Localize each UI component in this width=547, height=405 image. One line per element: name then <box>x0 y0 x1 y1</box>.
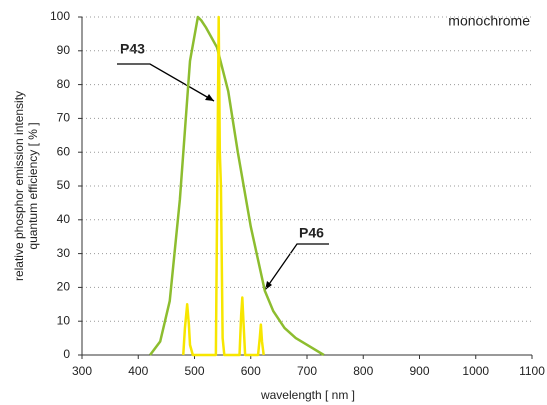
x-tick-label: 900 <box>409 364 429 378</box>
arrow <box>117 63 215 102</box>
y-tick-label: 50 <box>57 178 71 192</box>
x-tick-label: 500 <box>184 364 204 378</box>
x-tick-label: 800 <box>353 364 373 378</box>
series-line <box>182 15 265 357</box>
y-tick-label: 90 <box>57 43 71 57</box>
x-axis-label: wavelength [ nm ] <box>260 388 355 402</box>
x-tick-label: 1000 <box>462 364 489 378</box>
y-tick-label: 60 <box>57 144 71 158</box>
x-tick-label: 300 <box>72 364 92 378</box>
x-tick-label: 400 <box>128 364 148 378</box>
y-tick-label: 70 <box>57 111 71 125</box>
annotation: P43 <box>120 41 145 57</box>
y-tick-label: 80 <box>57 77 71 91</box>
x-tick-label: 1100 <box>519 364 545 378</box>
y-axis-label: quantum efficiency [ % ] <box>26 122 40 249</box>
x-tick-label: 700 <box>297 364 317 378</box>
annotation: P46 <box>299 225 324 241</box>
arrowhead <box>205 94 214 101</box>
y-tick-label: 100 <box>50 9 70 23</box>
arrow <box>264 243 329 291</box>
y-tick-label: 30 <box>57 246 71 260</box>
y-tick-label: 0 <box>63 347 70 361</box>
x-tick-label: 600 <box>241 364 261 378</box>
y-tick-label: 40 <box>57 212 71 226</box>
series-line <box>149 15 325 357</box>
y-tick-label: 10 <box>57 313 71 327</box>
annotation: monochrome <box>448 13 530 29</box>
y-tick-label: 20 <box>57 280 71 294</box>
y-axis-label: relative phosphor emission intensity <box>12 91 26 281</box>
